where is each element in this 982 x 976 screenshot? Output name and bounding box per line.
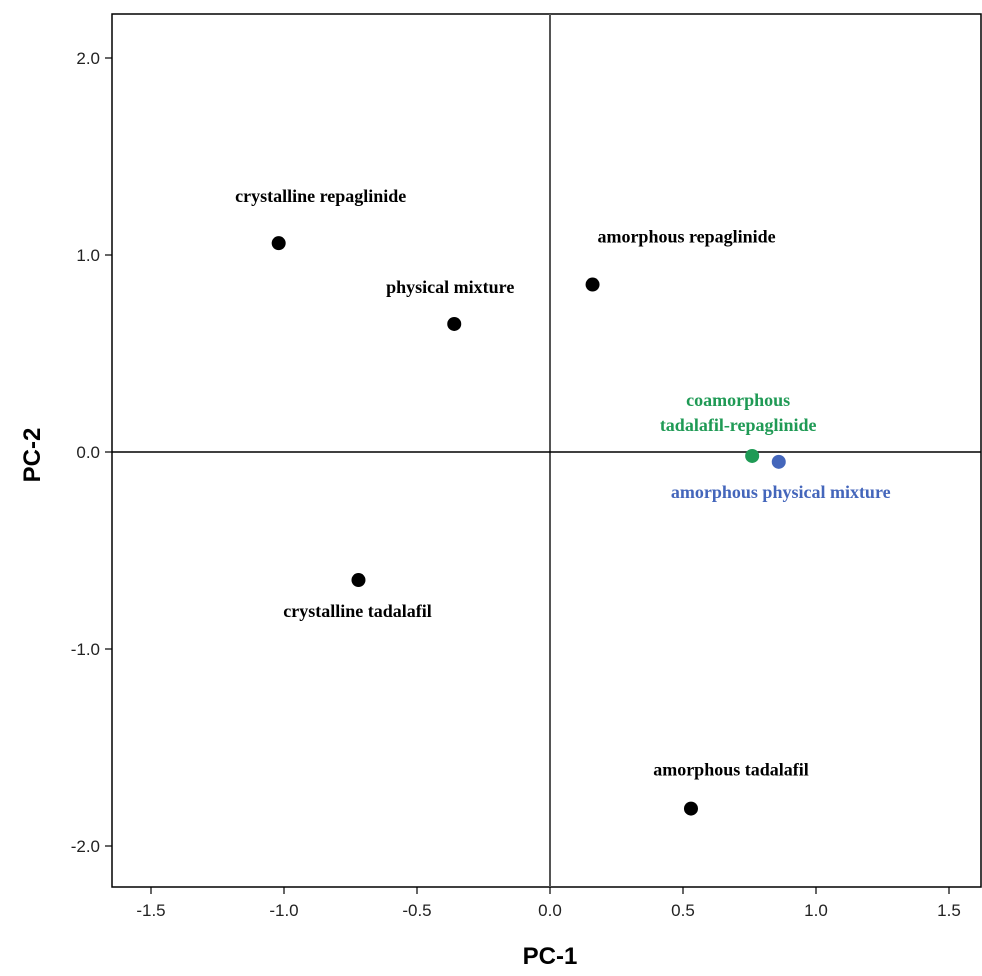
point-label: crystalline repaglinide <box>235 186 406 206</box>
point-label: amorphous repaglinide <box>597 227 775 247</box>
y-tick-label: 0.0 <box>76 443 100 462</box>
x-tick-label: 1.5 <box>937 901 961 920</box>
y-tick-label: -2.0 <box>71 837 100 856</box>
point-labels: crystalline repaglinide physical mixture a… <box>235 186 891 779</box>
x-axis-ticks: -1.5 -1.0 -0.5 0.0 0.5 1.0 1.5 <box>136 887 961 920</box>
x-tick-label: -0.5 <box>402 901 431 920</box>
y-axis-title: PC-2 <box>19 428 46 483</box>
data-point <box>447 316 462 331</box>
x-tick-label: 0.5 <box>671 901 695 920</box>
point-label: amorphous physical mixture <box>671 482 891 502</box>
x-tick-label: 1.0 <box>804 901 828 920</box>
x-tick-label: -1.0 <box>269 901 298 920</box>
reference-lines <box>112 14 981 887</box>
data-point <box>585 277 600 292</box>
point-label: coamorphous tadalafil-repaglinide <box>660 390 817 435</box>
data-point <box>745 448 760 463</box>
data-point <box>683 801 698 816</box>
data-point <box>271 236 286 251</box>
data-points <box>271 236 786 816</box>
y-tick-label: 1.0 <box>76 246 100 265</box>
y-axis-ticks: 2.0 1.0 0.0 -1.0 -2.0 <box>71 49 112 856</box>
x-axis-title: PC-1 <box>523 943 578 970</box>
y-tick-label: -1.0 <box>71 640 100 659</box>
plot-frame <box>111 13 982 888</box>
data-point <box>351 573 366 588</box>
point-label: physical mixture <box>386 277 514 297</box>
point-label: amorphous tadalafil <box>653 760 809 780</box>
y-tick-label: 2.0 <box>76 49 100 68</box>
data-point <box>771 454 786 469</box>
x-tick-label: 0.0 <box>538 901 562 920</box>
point-label: crystalline tadalafil <box>283 601 431 621</box>
x-tick-label: -1.5 <box>136 901 165 920</box>
